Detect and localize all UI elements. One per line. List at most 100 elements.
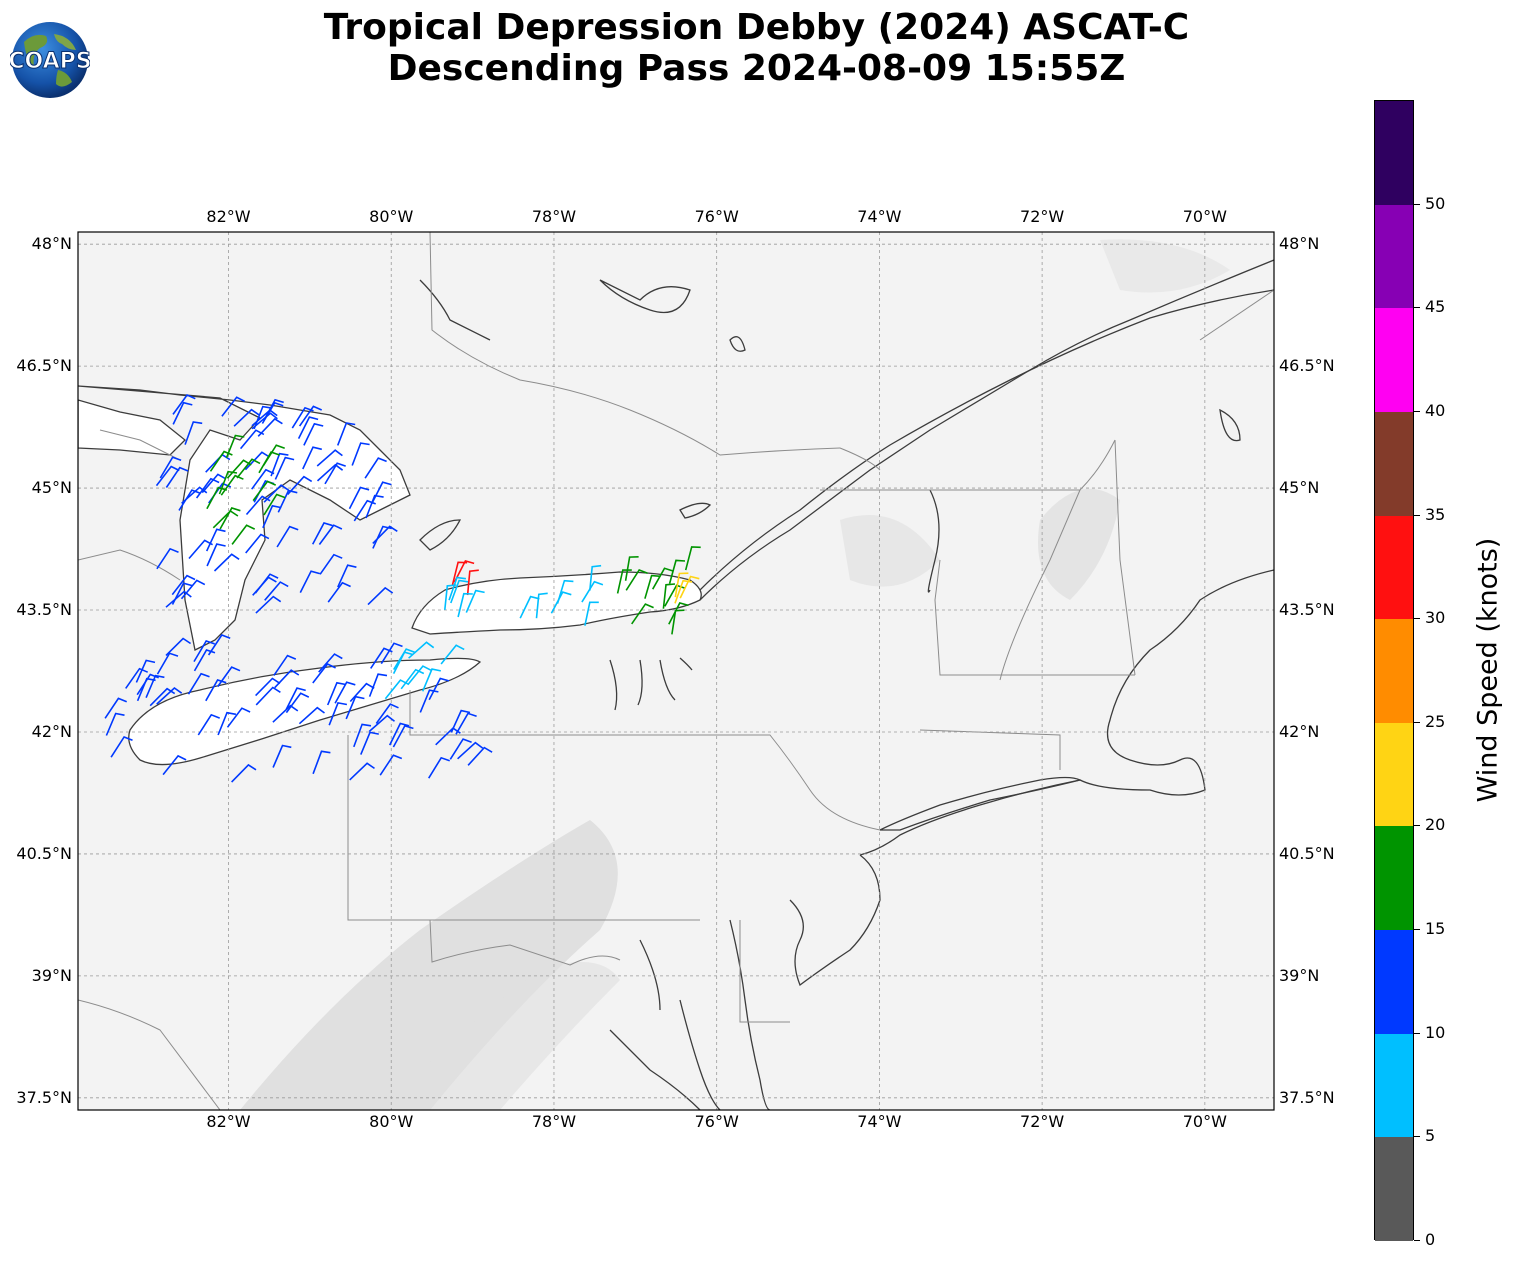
wind-barb: [217, 666, 241, 688]
wind-barb: [255, 595, 282, 614]
wind-barb: [298, 706, 325, 725]
wind-barb: [273, 654, 297, 676]
wind-barb: [172, 401, 193, 425]
wind-barb: [457, 592, 473, 618]
lon-tick-label-top: 80°W: [369, 207, 414, 226]
wind-barbs: [104, 394, 701, 783]
lake-michigan-north: [78, 399, 186, 456]
wind-barb: [364, 457, 387, 479]
wind-barb: [671, 609, 685, 635]
wind-barb: [311, 522, 333, 545]
colorbar-tick-label: 10: [1425, 1022, 1446, 1042]
wind-barb: [616, 569, 632, 594]
wind-barb: [218, 470, 238, 495]
wind-barb: [231, 524, 256, 545]
lat-tick-label-right: 37.5°N: [1279, 1087, 1335, 1107]
wind-barb: [455, 712, 477, 735]
wind-barb: [272, 704, 299, 723]
colorbar-segment: [1375, 515, 1413, 620]
colorbar-segment: [1375, 411, 1413, 516]
colorbar-tick-mark: [1414, 1240, 1420, 1241]
wind-barb: [581, 580, 604, 603]
lake-erie: [128, 657, 482, 766]
wind-barb: [326, 681, 346, 706]
wind-barb: [550, 591, 572, 614]
wind-barb: [287, 475, 313, 495]
lon-tick-label-bottom: 74°W: [857, 1112, 902, 1131]
wind-barb: [327, 581, 351, 603]
colorbar-tick-label: 0: [1425, 1230, 1436, 1249]
wind-barb: [367, 586, 394, 606]
wind-barb: [217, 711, 237, 736]
wind-barb: [231, 763, 257, 783]
lon-tick-label-bottom: 82°W: [206, 1112, 251, 1131]
wind-barb: [156, 652, 179, 675]
colorbar-segment: [1375, 930, 1413, 1034]
wind-barb: [299, 570, 321, 593]
wind-barb: [180, 579, 206, 600]
colorbar-tick-mark: [1414, 1032, 1420, 1034]
wind-barb: [135, 659, 156, 683]
colorbar-tick-label: 15: [1425, 919, 1446, 939]
wind-barb: [264, 581, 289, 601]
wind-barb: [291, 406, 314, 429]
wind-barb: [450, 709, 471, 733]
wind-barb: [245, 495, 271, 516]
wind-barb: [684, 546, 701, 571]
wind-barb: [165, 637, 192, 656]
wind-barb: [213, 553, 240, 572]
wind-barb: [156, 686, 183, 705]
lat-tick-label-right: 45°N: [1279, 478, 1320, 498]
wind-barb: [270, 452, 289, 477]
wind-barb: [221, 396, 246, 417]
lon-tick-label-bottom: 72°W: [1020, 1112, 1065, 1131]
wind-barb: [184, 421, 203, 445]
wind-barb: [312, 662, 336, 684]
lon-tick-label-bottom: 76°W: [694, 1112, 739, 1131]
wind-barb: [274, 669, 300, 689]
wind-barb: [252, 480, 277, 502]
wind-barb: [556, 579, 574, 604]
wind-barb: [453, 559, 475, 583]
wind-barb: [298, 405, 323, 427]
wind-barb: [316, 463, 344, 482]
lat-tick-label-left: 42°N: [31, 721, 72, 741]
wind-barb: [145, 674, 165, 699]
wind-barb: [188, 539, 213, 560]
lon-tick-label-top: 70°W: [1182, 207, 1227, 226]
wind-barb: [257, 417, 283, 437]
wind-barb: [297, 416, 319, 439]
wind-barb: [353, 723, 372, 748]
colorbar-tick-mark: [1414, 410, 1420, 412]
colorbar-tick-label: 35: [1425, 504, 1446, 524]
wind-barb: [467, 746, 493, 766]
wind-barb: [348, 486, 370, 510]
wind-barb: [324, 462, 346, 485]
wind-barb: [674, 572, 689, 598]
wind-barb: [652, 567, 674, 590]
wind-barb: [365, 494, 384, 519]
lon-tick-label-top: 74°W: [857, 207, 902, 226]
lon-tick-label-bottom: 78°W: [531, 1112, 577, 1131]
wind-barb: [303, 422, 324, 446]
wind-barb: [285, 687, 306, 710]
wind-barb: [519, 595, 540, 619]
lat-tick-label-right: 46.5°N: [1279, 356, 1335, 376]
wind-barb: [165, 466, 189, 488]
wind-barb: [360, 731, 379, 755]
lat-tick-label-left: 40.5°N: [16, 843, 72, 863]
wind-barb: [316, 449, 343, 467]
wind-barb: [625, 569, 648, 591]
wind-barb: [644, 574, 661, 599]
wind-barb: [276, 525, 299, 548]
wind-barb: [171, 574, 196, 596]
colorbar-segment: [1375, 1033, 1413, 1138]
wind-barb: [466, 569, 479, 596]
wind-barb: [319, 553, 343, 575]
wind-barb: [584, 601, 599, 626]
wind-barb: [353, 499, 376, 522]
wind-barb: [193, 640, 215, 663]
wind-barb: [187, 672, 210, 695]
colorbar-segment: [1375, 826, 1413, 931]
wind-barb: [263, 493, 286, 516]
